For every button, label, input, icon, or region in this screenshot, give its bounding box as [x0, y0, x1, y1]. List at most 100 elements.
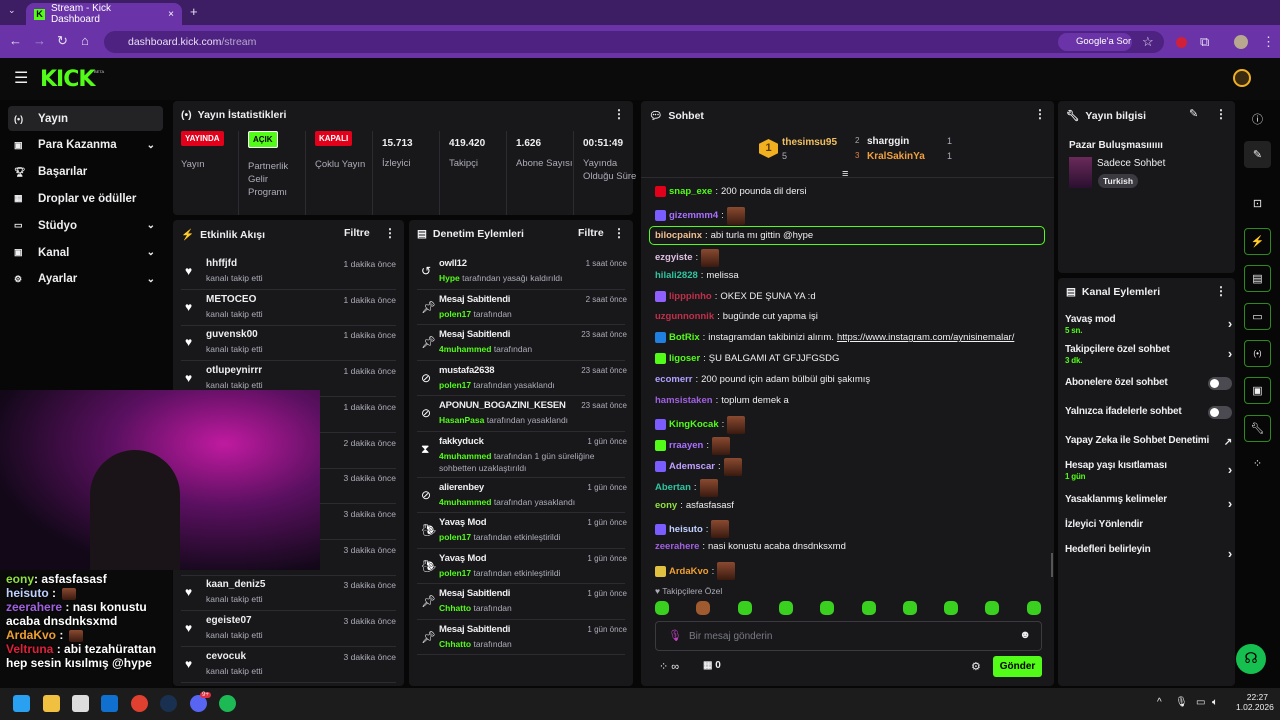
chat-message[interactable]: snap_exe:200 pounda dil dersi — [655, 186, 807, 197]
chat-username[interactable]: rraayen — [669, 440, 704, 452]
home-icon[interactable]: ⌂ — [81, 33, 89, 48]
moderation-item[interactable]: 📌︎ Mesaj Sabitlendi 4muhammed tarafından 23… — [417, 325, 627, 361]
emote-picker-item[interactable] — [944, 601, 959, 615]
toggle-switch[interactable] — [1208, 377, 1232, 390]
network-icon[interactable]: ▭ — [1196, 697, 1206, 708]
microphone-tray-icon[interactable]: 🎙︎ — [1175, 697, 1188, 708]
chat-username[interactable]: ezgyiste — [655, 252, 693, 264]
moderation-item[interactable]: ⊘ alierenbey 4muhammed tarafından yasaklan… — [417, 478, 627, 513]
more-options-icon[interactable]: ⋮ — [384, 226, 396, 240]
leaderboard-user[interactable]: thesimsu95 — [782, 137, 838, 148]
moderator-name[interactable]: polen17 — [439, 532, 472, 542]
activity-username[interactable]: kaan_deniz5 — [206, 579, 266, 591]
channel-action-item[interactable]: Hesap yaşı kısıtlaması 1 gün › — [1065, 460, 1232, 481]
channel-action-item[interactable]: Abonelere özel sohbet — [1065, 377, 1232, 390]
chat-message[interactable]: heisuto: — [655, 520, 730, 539]
activity-item[interactable]: ♥ kaan_deniz5 kanalı takip etti 3 dakika ön… — [181, 575, 396, 612]
activity-username[interactable]: egeiste07 — [206, 615, 252, 626]
sidebar-item[interactable]: (•) Yayın — [8, 106, 163, 131]
chat-scrollbar[interactable] — [1051, 553, 1053, 577]
emote-picker-item[interactable] — [778, 601, 793, 615]
channel-actions-icon[interactable]: ▣ — [1244, 377, 1271, 404]
chat-username[interactable]: KingKocak — [669, 419, 719, 431]
chat-message-input[interactable]: 🎙︎ Bir mesaj gönderin ☻ — [655, 621, 1042, 651]
expand-leaderboard-icon[interactable]: ≡ — [842, 168, 849, 180]
moderator-name[interactable]: polen17 — [439, 379, 472, 390]
send-button[interactable]: Gönder — [993, 656, 1042, 677]
clipboard-icon[interactable]: ▤ — [1244, 265, 1271, 292]
chat-username[interactable]: Ademscar — [669, 461, 715, 473]
browser-tab[interactable]: K Stream - Kick Dashboard × — [26, 3, 182, 25]
activity-item[interactable]: 3 dakika önce — [181, 540, 396, 576]
chat-username[interactable]: gizemmm4 — [669, 210, 719, 222]
bookmark-star-icon[interactable]: ☆ — [1142, 34, 1154, 49]
emote-image[interactable] — [711, 436, 730, 455]
moderation-item[interactable]: 🐌︎ Yavaş Mod polen17 tarafından etkinleşti… — [417, 549, 627, 584]
chevron-right-icon[interactable]: › — [1227, 346, 1232, 361]
broadcast-icon[interactable]: (•) — [1244, 340, 1271, 367]
emote-image[interactable] — [701, 248, 720, 267]
chat-message[interactable]: KingKocak: — [655, 415, 746, 434]
extension-icon[interactable] — [1176, 37, 1187, 48]
chat-username[interactable]: bilocpainx — [655, 230, 702, 241]
activity-username[interactable]: cevocuk — [206, 650, 247, 662]
sidebar-item[interactable]: ▦ Droplar ve ödüller — [8, 186, 163, 211]
moderation-item[interactable]: ⊘ APONUN_BOGAZINI_KESEN HasanPasa tarafınd… — [417, 396, 627, 432]
windows-start-icon[interactable] — [13, 695, 30, 712]
chat-username[interactable]: ecomerr — [655, 374, 693, 386]
chat-username[interactable]: ArdaKvo — [669, 565, 709, 577]
hamburger-menu-icon[interactable]: ☰ — [14, 70, 29, 87]
moderation-item[interactable]: 📌︎ Mesaj Sabitlendi Chhatto tarafından 1 gü… — [417, 584, 627, 620]
emote-picker-item[interactable] — [985, 601, 1000, 615]
emote-picker-item[interactable] — [655, 601, 669, 615]
sidebar-item[interactable]: 🏆︎ Başarılar — [8, 160, 163, 185]
chat-username[interactable]: hilali2828 — [655, 269, 698, 281]
emote-image[interactable] — [727, 415, 746, 434]
info-icon[interactable]: ⓘ — [1252, 113, 1263, 126]
activity-item[interactable]: ♥ hhffjfd kanalı takip etti 1 dakika önce — [181, 254, 396, 290]
points-icon[interactable]: ⁘ — [1252, 458, 1263, 470]
more-options-icon[interactable]: ⋮ — [1215, 107, 1227, 121]
channel-action-item[interactable]: Yavaş mod 5 sn. › — [1065, 314, 1232, 335]
channel-action-item[interactable]: Yalnızca ifadelerle sohbet — [1065, 406, 1232, 419]
channel-action-item[interactable]: Hedefleri belirleyin › — [1065, 544, 1232, 561]
activity-item[interactable]: ♥ egeiste07 kanalı takip etti 3 dakika önce — [181, 611, 396, 647]
chat-username[interactable]: eony — [655, 499, 678, 511]
sidebar-item[interactable]: ⚙ Ayarlar ⌄ — [8, 267, 163, 292]
chat-username[interactable]: snap_exe — [669, 186, 713, 197]
profile-avatar[interactable] — [1234, 35, 1248, 49]
tab-list-chevron-icon[interactable]: ⌄ — [8, 5, 16, 15]
activity-item[interactable]: ♥ guvensk00 kanalı takip etti 1 dakika önce — [181, 325, 396, 362]
activity-item[interactable]: ♥ METOCEO kanalı takip etti 1 dakika önce — [181, 290, 396, 326]
moderator-name[interactable]: 4muhammed — [439, 450, 492, 461]
activity-username[interactable]: guvensk00 — [206, 329, 258, 341]
chat-username[interactable]: zeerahere — [655, 541, 700, 553]
chat-message[interactable]: ecomerr:200 pound için adam bülbül gibi … — [655, 374, 871, 386]
external-link-icon[interactable]: ↗ — [1223, 437, 1232, 448]
moderator-name[interactable]: 4muhammed — [439, 344, 492, 354]
extensions-puzzle-icon[interactable]: ⧉ — [1200, 34, 1210, 49]
emote-picker-item[interactable] — [737, 601, 752, 615]
microphone-icon[interactable]: 🎙︎ — [668, 630, 682, 642]
activity-username[interactable]: otlupeynirrr — [206, 365, 263, 377]
new-tab-button[interactable]: + — [190, 4, 198, 19]
chevron-right-icon[interactable]: › — [1227, 546, 1232, 561]
chevron-down-icon[interactable]: ⌄ — [146, 139, 155, 151]
sidebar-item[interactable]: ▣ Kanal ⌄ — [8, 240, 163, 265]
chat-message[interactable]: zeerahere: nasi konustu acaba dnsdnksxmd — [655, 541, 846, 553]
emote-image[interactable] — [717, 562, 736, 581]
chat-settings-icon[interactable]: ⚙ — [971, 661, 981, 673]
emote-picker-item[interactable] — [696, 601, 711, 615]
emote-image[interactable] — [723, 457, 742, 476]
screen-capture-icon[interactable]: ⊡ — [1252, 198, 1263, 210]
chevron-right-icon[interactable]: › — [1227, 496, 1232, 511]
store-app-icon[interactable] — [72, 695, 89, 712]
chat-message[interactable]: rraayen: — [655, 436, 730, 455]
channel-action-item[interactable]: Yapay Zeka ile Sohbet Denetimi ↗ — [1065, 435, 1232, 448]
emote-image[interactable] — [711, 520, 730, 539]
moderation-item[interactable]: ⊘ mustafa2638 polen17 tarafından yasakland… — [417, 361, 627, 396]
chat-username[interactable]: uzgunnonnik — [655, 311, 715, 323]
category-name[interactable]: Sadece Sohbet — [1097, 158, 1166, 169]
moderator-name[interactable]: Chhatto — [439, 603, 472, 613]
chat-bubble-icon[interactable]: ▭ — [1244, 303, 1271, 330]
